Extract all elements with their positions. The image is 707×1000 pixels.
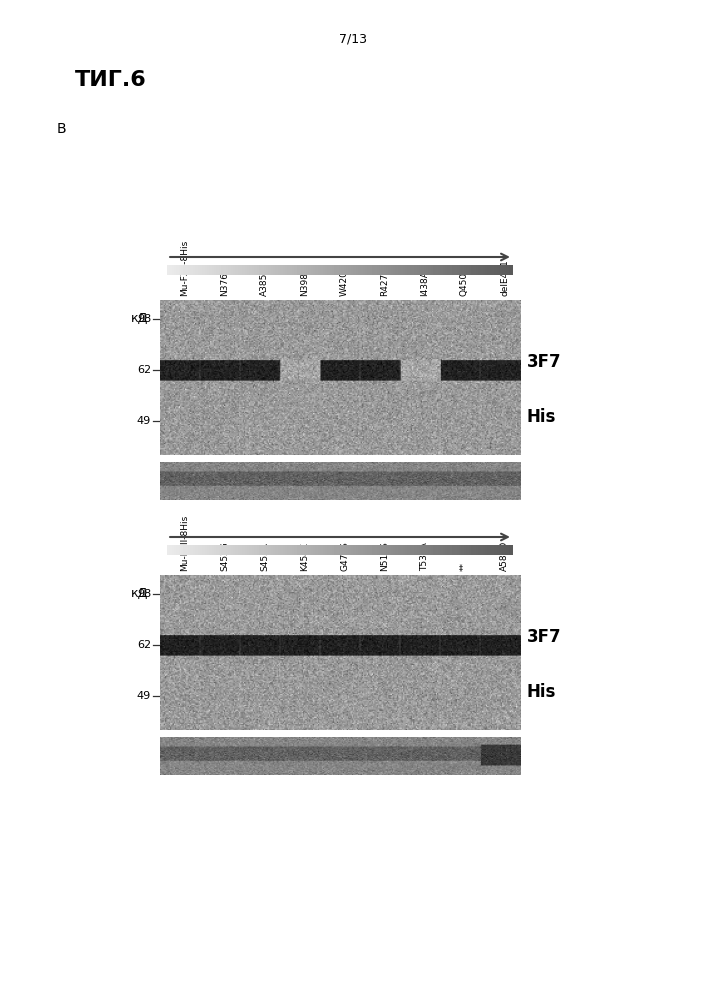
- Text: S453R: S453R: [260, 542, 269, 571]
- Text: ΤИГ.6: ΤИГ.6: [75, 70, 147, 90]
- Text: 98: 98: [136, 314, 151, 324]
- Text: Q450R: Q450R: [460, 266, 469, 296]
- Text: **: **: [460, 562, 469, 571]
- Text: 62: 62: [137, 365, 151, 375]
- Text: A589D: A589D: [500, 541, 509, 571]
- Text: I438A: I438A: [420, 270, 429, 296]
- Text: Mu-FXII-8His: Mu-FXII-8His: [180, 515, 189, 571]
- Text: 62: 62: [137, 640, 151, 650]
- Text: 49: 49: [136, 691, 151, 701]
- Text: 3F7: 3F7: [527, 628, 561, 646]
- Text: 49: 49: [136, 416, 151, 426]
- Text: A385D: A385D: [260, 266, 269, 296]
- Text: кД: кД: [131, 312, 148, 325]
- Text: His: His: [527, 408, 556, 426]
- Text: G472S: G472S: [340, 541, 349, 571]
- Text: His: His: [527, 683, 556, 701]
- Text: N516S: N516S: [380, 541, 389, 571]
- Text: кД: кД: [131, 587, 148, 600]
- Text: N398K: N398K: [300, 266, 309, 296]
- Text: B: B: [57, 122, 66, 136]
- Text: delE451: delE451: [500, 259, 509, 296]
- Text: W420R: W420R: [340, 264, 349, 296]
- Text: R427H: R427H: [380, 266, 389, 296]
- Text: T538A: T538A: [420, 542, 429, 571]
- Text: Mu-FXII-8His: Mu-FXII-8His: [180, 240, 189, 296]
- Text: 7/13: 7/13: [339, 32, 368, 45]
- Text: N376D: N376D: [220, 265, 229, 296]
- Text: 98: 98: [136, 589, 151, 599]
- Text: 3F7: 3F7: [527, 353, 561, 371]
- Text: S452G: S452G: [220, 541, 229, 571]
- Text: K454K: K454K: [300, 542, 309, 571]
